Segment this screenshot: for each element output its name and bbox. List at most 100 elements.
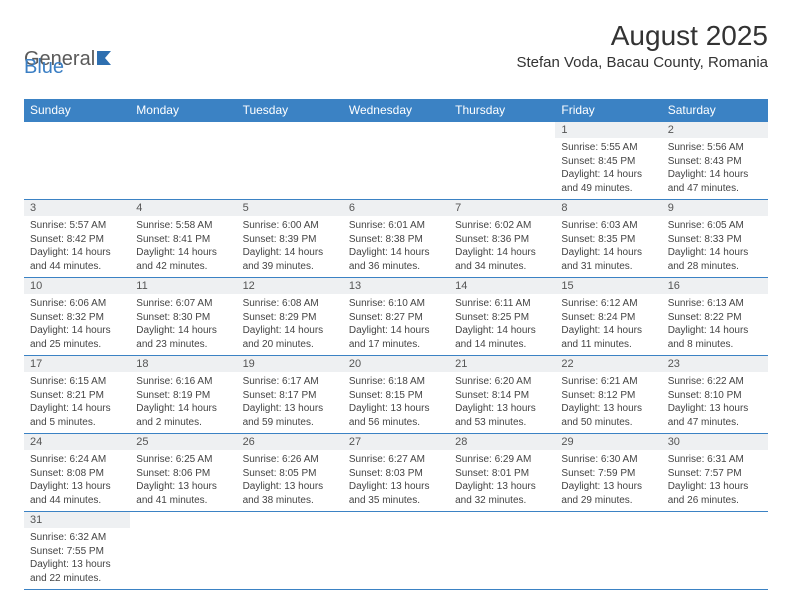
day-data-cell: Sunrise: 5:58 AMSunset: 8:41 PMDaylight:…: [130, 216, 236, 278]
day-number-cell: 1: [555, 122, 661, 139]
day-data-cell: [449, 528, 555, 590]
day-data-cell: Sunrise: 6:27 AMSunset: 8:03 PMDaylight:…: [343, 450, 449, 512]
day-number-cell: [130, 122, 236, 139]
day-data-cell: Sunrise: 6:29 AMSunset: 8:01 PMDaylight:…: [449, 450, 555, 512]
calendar-body: 12Sunrise: 5:55 AMSunset: 8:45 PMDayligh…: [24, 122, 768, 590]
day-data-cell: [449, 138, 555, 200]
weekday-header: Saturday: [662, 99, 768, 122]
day-number-cell: [343, 512, 449, 529]
weekday-header: Friday: [555, 99, 661, 122]
day-number-cell: 19: [237, 356, 343, 373]
day-number-cell: 8: [555, 200, 661, 217]
day-number-cell: 22: [555, 356, 661, 373]
day-data-cell: Sunrise: 6:25 AMSunset: 8:06 PMDaylight:…: [130, 450, 236, 512]
day-data-cell: [343, 528, 449, 590]
day-data-cell: Sunrise: 6:01 AMSunset: 8:38 PMDaylight:…: [343, 216, 449, 278]
calendar-table: SundayMondayTuesdayWednesdayThursdayFrid…: [24, 99, 768, 590]
day-number-cell: 5: [237, 200, 343, 217]
day-number-cell: 23: [662, 356, 768, 373]
day-number-cell: 17: [24, 356, 130, 373]
day-data-cell: Sunrise: 6:12 AMSunset: 8:24 PMDaylight:…: [555, 294, 661, 356]
day-number-cell: 31: [24, 512, 130, 529]
day-data-cell: Sunrise: 6:00 AMSunset: 8:39 PMDaylight:…: [237, 216, 343, 278]
day-data-cell: Sunrise: 6:21 AMSunset: 8:12 PMDaylight:…: [555, 372, 661, 434]
day-number-cell: 14: [449, 278, 555, 295]
day-data-cell: Sunrise: 6:20 AMSunset: 8:14 PMDaylight:…: [449, 372, 555, 434]
day-number-cell: 21: [449, 356, 555, 373]
day-data-cell: [130, 528, 236, 590]
day-number-cell: 16: [662, 278, 768, 295]
day-number-cell: [662, 512, 768, 529]
weekday-header: Wednesday: [343, 99, 449, 122]
day-number-cell: [555, 512, 661, 529]
day-number-cell: 11: [130, 278, 236, 295]
day-number-cell: 6: [343, 200, 449, 217]
day-data-cell: Sunrise: 6:32 AMSunset: 7:55 PMDaylight:…: [24, 528, 130, 590]
day-number-cell: 2: [662, 122, 768, 139]
day-number-cell: 24: [24, 434, 130, 451]
day-data-cell: Sunrise: 6:30 AMSunset: 7:59 PMDaylight:…: [555, 450, 661, 512]
day-number-cell: 30: [662, 434, 768, 451]
day-data-cell: Sunrise: 6:24 AMSunset: 8:08 PMDaylight:…: [24, 450, 130, 512]
day-data-cell: Sunrise: 5:55 AMSunset: 8:45 PMDaylight:…: [555, 138, 661, 200]
month-title: August 2025: [516, 20, 768, 52]
day-number-cell: [24, 122, 130, 139]
weekday-header: Sunday: [24, 99, 130, 122]
weekday-header-row: SundayMondayTuesdayWednesdayThursdayFrid…: [24, 99, 768, 122]
day-number-cell: 3: [24, 200, 130, 217]
day-data-cell: Sunrise: 6:11 AMSunset: 8:25 PMDaylight:…: [449, 294, 555, 356]
day-data-cell: Sunrise: 6:31 AMSunset: 7:57 PMDaylight:…: [662, 450, 768, 512]
day-data-cell: [24, 138, 130, 200]
day-data-cell: Sunrise: 6:17 AMSunset: 8:17 PMDaylight:…: [237, 372, 343, 434]
day-number-cell: [343, 122, 449, 139]
day-data-cell: [237, 138, 343, 200]
day-data-cell: Sunrise: 6:18 AMSunset: 8:15 PMDaylight:…: [343, 372, 449, 434]
day-data-cell: Sunrise: 5:57 AMSunset: 8:42 PMDaylight:…: [24, 216, 130, 278]
day-data-cell: Sunrise: 5:56 AMSunset: 8:43 PMDaylight:…: [662, 138, 768, 200]
weekday-header: Thursday: [449, 99, 555, 122]
day-number-cell: 18: [130, 356, 236, 373]
day-number-cell: 4: [130, 200, 236, 217]
day-number-cell: 13: [343, 278, 449, 295]
day-number-cell: 20: [343, 356, 449, 373]
day-number-cell: 27: [343, 434, 449, 451]
weekday-header: Monday: [130, 99, 236, 122]
weekday-header: Tuesday: [237, 99, 343, 122]
day-number-cell: 7: [449, 200, 555, 217]
day-data-cell: Sunrise: 6:05 AMSunset: 8:33 PMDaylight:…: [662, 216, 768, 278]
day-data-cell: Sunrise: 6:02 AMSunset: 8:36 PMDaylight:…: [449, 216, 555, 278]
day-number-cell: [130, 512, 236, 529]
day-data-cell: [555, 528, 661, 590]
title-block: August 2025 Stefan Voda, Bacau County, R…: [516, 20, 768, 71]
day-number-cell: 9: [662, 200, 768, 217]
day-number-cell: 25: [130, 434, 236, 451]
day-number-cell: 29: [555, 434, 661, 451]
day-number-cell: [237, 122, 343, 139]
day-data-cell: Sunrise: 6:15 AMSunset: 8:21 PMDaylight:…: [24, 372, 130, 434]
day-data-cell: [343, 138, 449, 200]
day-number-cell: 15: [555, 278, 661, 295]
day-number-cell: [237, 512, 343, 529]
day-data-cell: [662, 528, 768, 590]
day-data-cell: Sunrise: 6:07 AMSunset: 8:30 PMDaylight:…: [130, 294, 236, 356]
logo-text-blue: Blue: [24, 56, 64, 79]
day-data-cell: Sunrise: 6:03 AMSunset: 8:35 PMDaylight:…: [555, 216, 661, 278]
day-data-cell: Sunrise: 6:06 AMSunset: 8:32 PMDaylight:…: [24, 294, 130, 356]
day-data-cell: [130, 138, 236, 200]
day-data-cell: Sunrise: 6:22 AMSunset: 8:10 PMDaylight:…: [662, 372, 768, 434]
location: Stefan Voda, Bacau County, Romania: [516, 54, 768, 71]
day-data-cell: Sunrise: 6:10 AMSunset: 8:27 PMDaylight:…: [343, 294, 449, 356]
day-number-cell: 28: [449, 434, 555, 451]
day-data-cell: Sunrise: 6:16 AMSunset: 8:19 PMDaylight:…: [130, 372, 236, 434]
header: General August 2025 Stefan Voda, Bacau C…: [24, 20, 768, 71]
day-data-cell: Sunrise: 6:26 AMSunset: 8:05 PMDaylight:…: [237, 450, 343, 512]
day-data-cell: [237, 528, 343, 590]
day-number-cell: 10: [24, 278, 130, 295]
day-number-cell: 12: [237, 278, 343, 295]
day-data-cell: Sunrise: 6:13 AMSunset: 8:22 PMDaylight:…: [662, 294, 768, 356]
day-number-cell: 26: [237, 434, 343, 451]
day-number-cell: [449, 512, 555, 529]
day-data-cell: Sunrise: 6:08 AMSunset: 8:29 PMDaylight:…: [237, 294, 343, 356]
flag-icon: [97, 48, 115, 71]
day-number-cell: [449, 122, 555, 139]
